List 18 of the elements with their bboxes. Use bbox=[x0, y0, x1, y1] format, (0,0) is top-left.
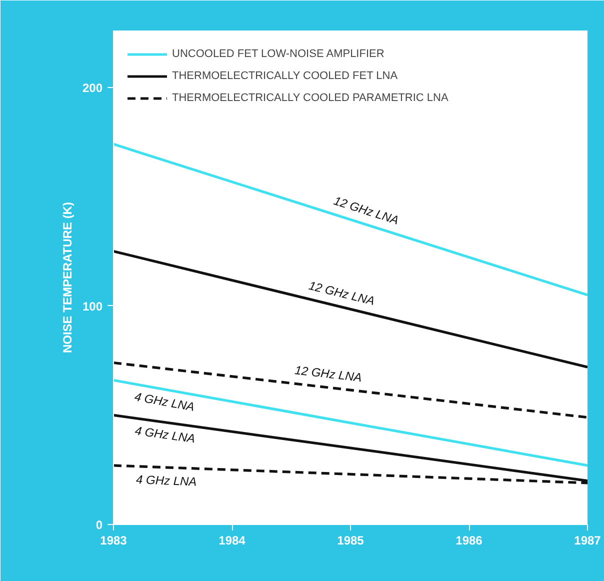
y-axis-title: NOISE TEMPERATURE (K) bbox=[60, 202, 74, 354]
x-tick-label: 1986 bbox=[456, 534, 483, 548]
annotation: 4 GHz LNA bbox=[136, 472, 197, 489]
y-tick-label: 0 bbox=[96, 518, 103, 532]
annotation: 12 GHz LNA bbox=[307, 278, 376, 308]
x-tick-label: 1985 bbox=[337, 534, 364, 548]
legend-label: THERMOELECTRICALLY COOLED FET LNA bbox=[172, 70, 399, 82]
y-tick-label: 200 bbox=[82, 80, 103, 95]
legend-label: THERMOELECTRICALLY COOLED PARAMETRIC LNA bbox=[172, 92, 450, 104]
annotation: 12 GHz LNA bbox=[294, 363, 363, 385]
annotation: 12 GHz LNA bbox=[332, 194, 401, 228]
annotation: 4 GHz LNA bbox=[134, 424, 196, 446]
x-tick-label: 1987 bbox=[574, 534, 602, 548]
legend-label: UNCOOLED FET LOW-NOISE AMPLIFIER bbox=[172, 48, 386, 60]
y-tick-label: 100 bbox=[82, 299, 103, 314]
annotation: 4 GHz LNA bbox=[133, 390, 196, 414]
x-tick-label: 1984 bbox=[218, 534, 246, 548]
x-tick-label: 1983 bbox=[100, 534, 128, 548]
